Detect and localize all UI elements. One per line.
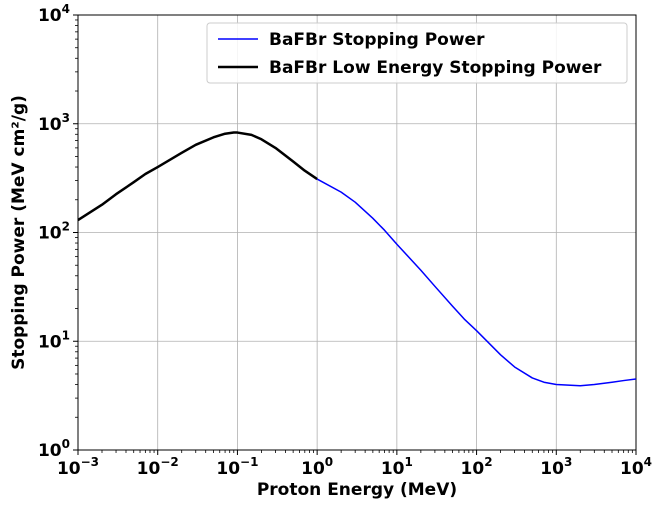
x-tick-label: 100 — [301, 455, 333, 479]
x-tick-label: 104 — [620, 455, 652, 479]
x-tick-label: 10−1 — [216, 455, 258, 479]
legend-label-stopping-power: BaFBr Stopping Power — [269, 30, 485, 50]
y-tick-label: 102 — [38, 220, 70, 244]
series-line-low-energy — [77, 131, 318, 222]
x-tick-label: 102 — [461, 455, 493, 479]
series-line-stopping-power — [316, 178, 637, 387]
y-tick-label: 101 — [38, 328, 70, 352]
x-tick-labels: 10−3 10−2 10−1 100 101 102 103 104 — [57, 455, 652, 479]
legend-label-low-energy: BaFBr Low Energy Stopping Power — [269, 58, 602, 78]
y-tick-labels: 100 101 102 103 104 — [38, 2, 70, 461]
x-tick-label: 10−3 — [57, 455, 99, 479]
x-tick-label: 103 — [540, 455, 572, 479]
minor-ticks — [73, 14, 637, 455]
y-tick-label: 104 — [38, 2, 70, 26]
legend: BaFBr Stopping Power BaFBr Low Energy St… — [206, 22, 628, 84]
legend-box — [206, 22, 628, 84]
y-tick-label: 103 — [38, 111, 70, 135]
series-layer — [77, 131, 637, 387]
y-tick-label: 100 — [38, 437, 70, 461]
x-tick-label: 10−2 — [137, 455, 179, 479]
x-axis-label: Proton Energy (MeV) — [257, 480, 457, 500]
y-axis-label: Stopping Power (MeV cm²/g) — [9, 95, 29, 370]
x-tick-label: 101 — [381, 455, 413, 479]
